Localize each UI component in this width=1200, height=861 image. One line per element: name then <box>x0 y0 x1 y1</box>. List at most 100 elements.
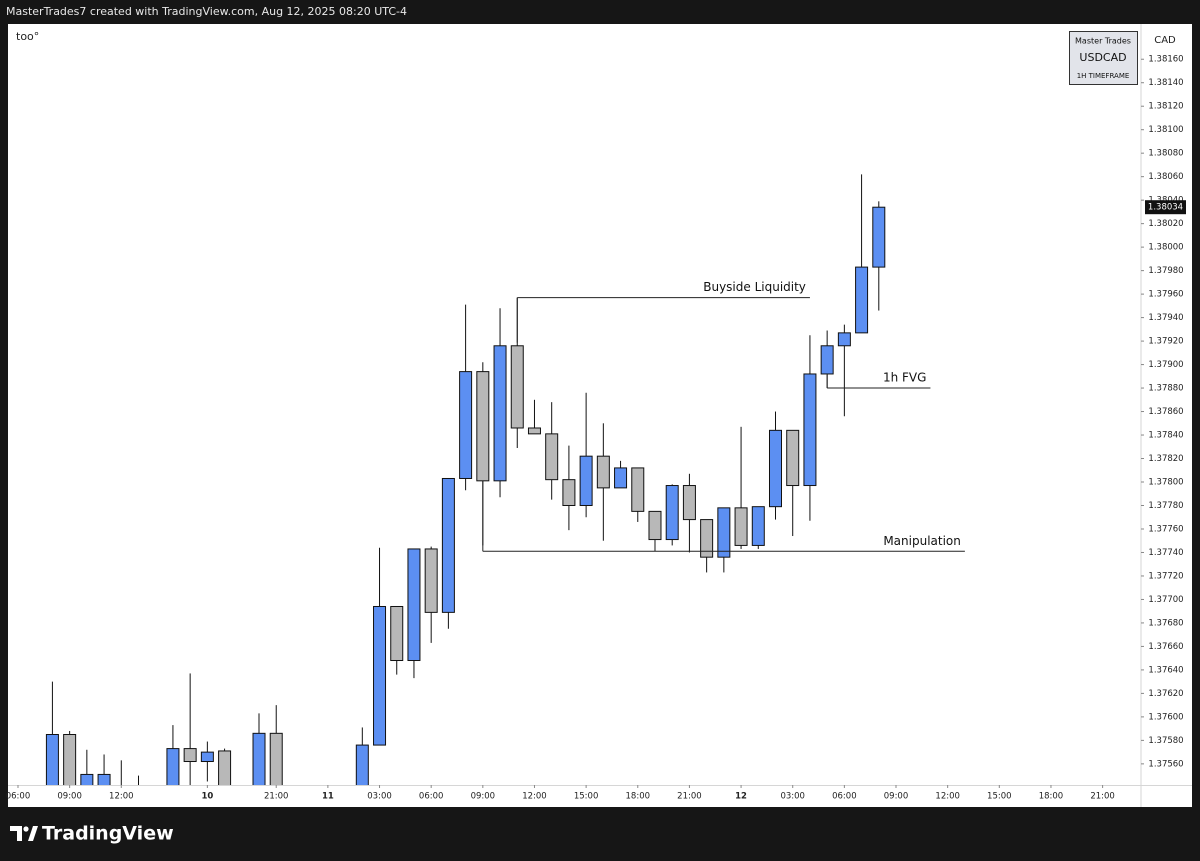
x-tick-label: 12:00 <box>522 792 547 802</box>
annotation-label: 1h FVG <box>883 371 926 385</box>
candle-body <box>183 748 197 763</box>
candle-body <box>631 467 645 512</box>
y-tick-label: 1.37820 <box>1148 454 1183 464</box>
x-tick-label: 18:00 <box>626 792 651 802</box>
candle-body <box>855 266 869 334</box>
x-tick-label: 21:00 <box>1090 792 1115 802</box>
candle-body <box>820 345 834 375</box>
candle-body <box>441 477 455 613</box>
symbol-label: too° <box>16 30 39 43</box>
y-tick-label: 1.37760 <box>1148 524 1183 534</box>
candle-body <box>665 485 679 541</box>
y-tick-label: 1.37580 <box>1148 736 1183 746</box>
y-tick-label: 1.37680 <box>1148 618 1183 628</box>
y-tick-label: 1.37880 <box>1148 384 1183 394</box>
candle-body <box>97 773 111 785</box>
x-tick-label: 12:00 <box>109 792 134 802</box>
candle-body <box>527 427 541 435</box>
y-tick-label: 1.37640 <box>1148 665 1183 675</box>
candle-body <box>786 429 800 487</box>
watermark-line: 1H TIMEFRAME <box>1077 72 1130 80</box>
watermark-line: Master Trades <box>1075 37 1131 46</box>
candle-body <box>803 373 817 487</box>
y-tick-label: 1.37660 <box>1148 642 1183 652</box>
y-tick-label: 1.38120 <box>1148 102 1183 112</box>
y-tick-label: 1.37720 <box>1148 571 1183 581</box>
candle-body <box>407 548 421 662</box>
y-tick-label: 1.38160 <box>1148 55 1183 65</box>
y-tick-label: 1.37560 <box>1148 759 1183 769</box>
x-tick-label: 12 <box>735 792 747 802</box>
candle-body <box>355 744 369 785</box>
x-tick-label: 15:00 <box>574 792 599 802</box>
y-tick-label: 1.37980 <box>1148 266 1183 276</box>
annotation-label: Buyside Liquidity <box>703 280 806 294</box>
plot <box>45 174 965 785</box>
candle-body <box>545 433 559 481</box>
candle-body <box>579 455 593 506</box>
y-tick-label: 1.38000 <box>1148 243 1183 253</box>
chart-area <box>8 24 1192 807</box>
header: MasterTrades7 created with TradingView.c… <box>6 5 407 18</box>
x-tick-label: 10 <box>201 792 213 802</box>
footer-logo: TradingView <box>10 823 174 845</box>
candle-body <box>596 455 610 489</box>
y-tick-label: 1.37620 <box>1148 689 1183 699</box>
x-tick-label: 21:00 <box>677 792 702 802</box>
y-tick-label: 1.38100 <box>1148 125 1183 135</box>
candle-body <box>493 345 507 482</box>
y-tick-label: 1.38140 <box>1148 78 1183 88</box>
x-tick-label: 09:00 <box>57 792 82 802</box>
candle-body <box>390 605 404 662</box>
x-tick-label: 06:00 <box>832 792 857 802</box>
y-tick-label: 1.37960 <box>1148 290 1183 300</box>
candle-body <box>734 507 748 546</box>
y-tick-label: 1.37900 <box>1148 360 1183 370</box>
x-tick-label: 03:00 <box>367 792 392 802</box>
y-tick-label: 1.37940 <box>1148 313 1183 323</box>
x-tick-label: 09:00 <box>884 792 909 802</box>
candle-body <box>459 371 473 479</box>
y-tick-label: 1.37780 <box>1148 501 1183 511</box>
candle-body <box>510 345 524 429</box>
y-tick-label: 1.37740 <box>1148 548 1183 558</box>
y-tick-label: 1.37860 <box>1148 407 1183 417</box>
y-tick-label: 1.37600 <box>1148 712 1183 722</box>
x-tick-label: 15:00 <box>987 792 1012 802</box>
candle-body <box>45 734 59 785</box>
annotation-label: Manipulation <box>883 534 961 548</box>
x-tick-label: 09:00 <box>471 792 496 802</box>
candle-body <box>648 510 662 541</box>
candle-body <box>614 467 628 489</box>
candle-body <box>269 732 283 785</box>
y-tick-label: 1.37840 <box>1148 431 1183 441</box>
x-tick-label: 06:00 <box>419 792 444 802</box>
y-tick-label: 1.37700 <box>1148 595 1183 605</box>
y-tick-label: 1.38020 <box>1148 219 1183 229</box>
x-tick-label: 21:00 <box>264 792 289 802</box>
footer-brand: TradingView <box>42 823 174 845</box>
candle-body <box>562 479 576 506</box>
x-tick-label: 18:00 <box>1039 792 1064 802</box>
candle-body <box>252 732 266 785</box>
watermark-line: USDCAD <box>1079 51 1126 64</box>
candle-body <box>218 750 232 785</box>
logo-mark <box>23 826 29 832</box>
last-price-tag <box>1145 200 1186 215</box>
x-tick-label: 06:00 <box>6 792 31 802</box>
y-tick-label: 1.38060 <box>1148 172 1183 182</box>
candle-body <box>80 773 94 785</box>
candle-body <box>424 548 438 613</box>
currency: CAD <box>1154 35 1176 46</box>
watermark-box <box>1069 31 1138 85</box>
candle-body <box>700 519 714 558</box>
candle-body <box>682 485 696 521</box>
y-tick-label: 1.37800 <box>1148 478 1183 488</box>
y-tick-label: 1.38080 <box>1148 149 1183 159</box>
x-tick-label: 12:00 <box>935 792 960 802</box>
candle-body <box>166 748 180 785</box>
candle-body <box>373 605 387 746</box>
y-tick-label: 1.37920 <box>1148 337 1183 347</box>
